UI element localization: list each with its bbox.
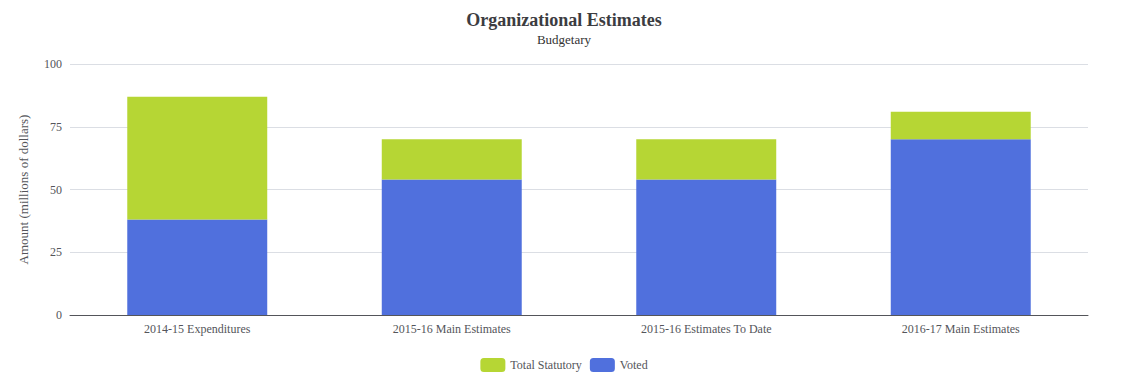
svg-text:25: 25: [50, 245, 62, 259]
svg-text:2015-16 Main Estimates: 2015-16 Main Estimates: [393, 322, 511, 336]
svg-text:Voted: Voted: [620, 358, 648, 372]
svg-text:50: 50: [50, 183, 62, 197]
svg-text:Budgetary: Budgetary: [537, 32, 592, 47]
svg-text:0: 0: [56, 308, 62, 322]
svg-text:100: 100: [44, 57, 62, 71]
svg-text:2015-16 Estimates To Date: 2015-16 Estimates To Date: [641, 322, 772, 336]
svg-text:Amount (millions of dollars): Amount (millions of dollars): [16, 115, 31, 265]
svg-text:Total Statutory: Total Statutory: [510, 358, 581, 372]
svg-text:2016-17 Main Estimates: 2016-17 Main Estimates: [902, 322, 1020, 336]
svg-text:2014-15 Expenditures: 2014-15 Expenditures: [144, 322, 251, 336]
svg-text:75: 75: [50, 120, 62, 134]
svg-text:Organizational Estimates: Organizational Estimates: [466, 10, 662, 30]
